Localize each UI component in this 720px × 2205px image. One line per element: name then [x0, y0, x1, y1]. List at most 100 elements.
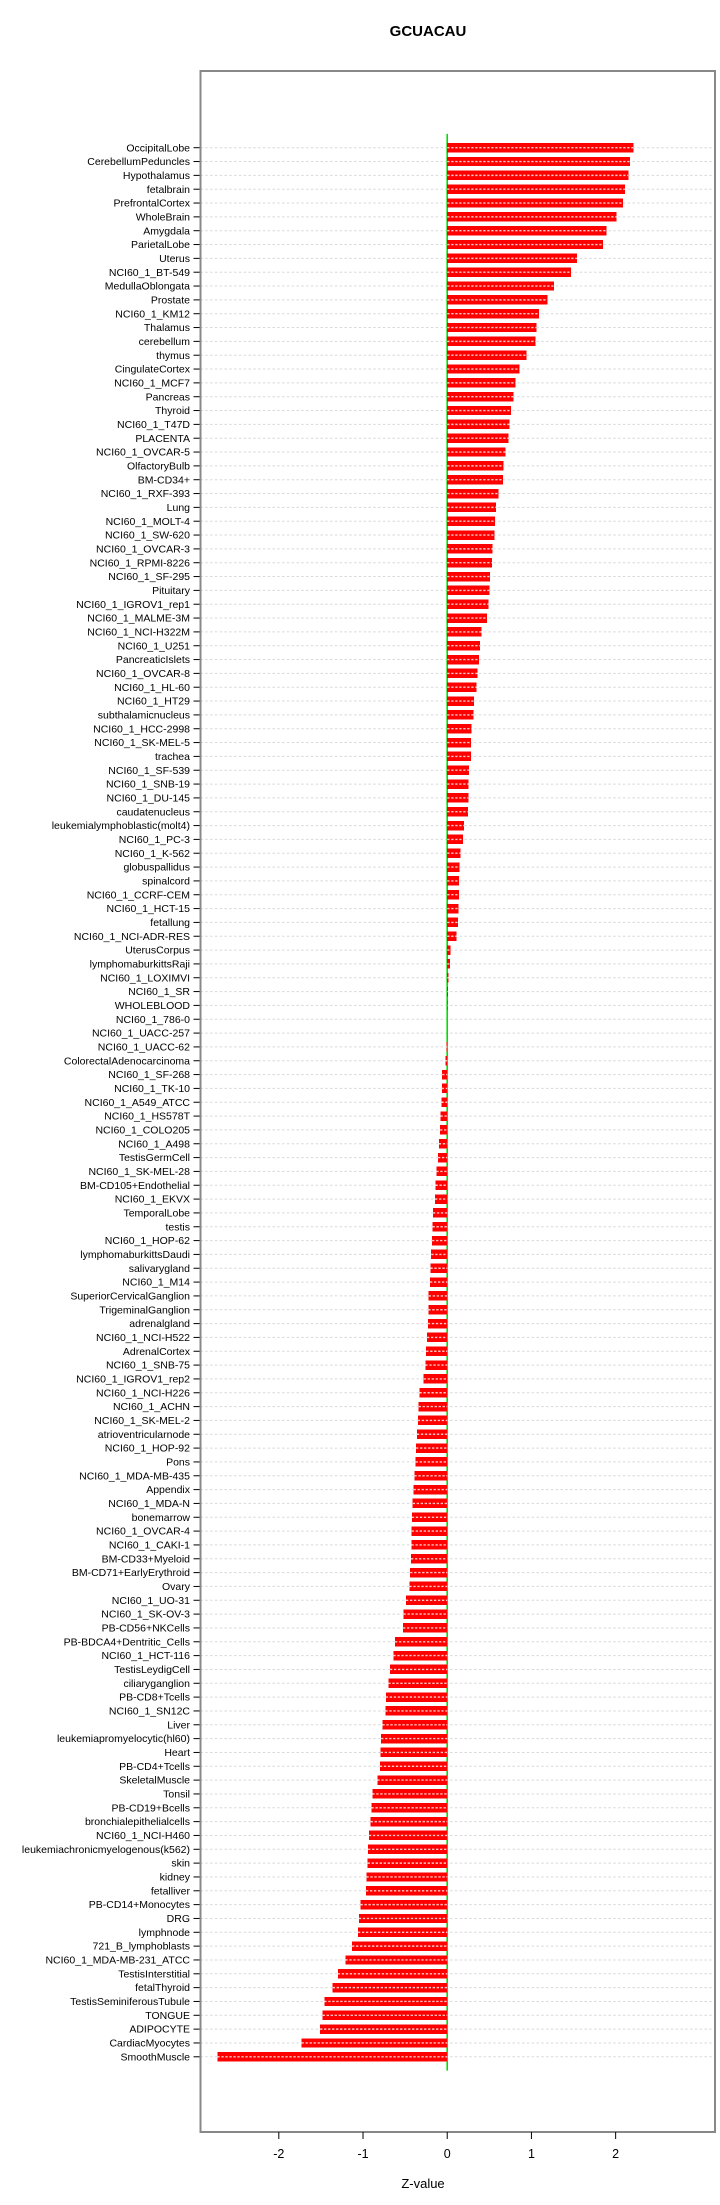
bar — [447, 558, 492, 568]
bar — [416, 1443, 448, 1453]
category-label: NCI60_1_MDA-MB-435 — [79, 1470, 190, 1482]
bar — [345, 1955, 448, 1965]
category-label: leukemiapromyelocytic(hl60) — [57, 1733, 190, 1745]
bar — [417, 1415, 448, 1426]
category-label: BM-CD105+Endothelial — [80, 1180, 190, 1192]
category-label: NCI60_1_LOXIMVI — [100, 972, 190, 984]
category-label: NCI60_1_SF-539 — [108, 765, 190, 777]
bar — [415, 1457, 448, 1467]
category-label: OccipitalLobe — [126, 142, 190, 154]
category-label: TestisGermCell — [119, 1152, 190, 1164]
category-label: PB-CD19+Bcells — [112, 1802, 191, 1814]
category-label: NCI60_1_U251 — [118, 640, 191, 652]
x-tick-label: -2 — [273, 2147, 284, 2161]
bar — [447, 226, 607, 236]
category-label: NCI60_1_MCF7 — [114, 377, 190, 389]
category-label: NCI60_1_A498 — [118, 1138, 190, 1150]
category-label: NCI60_1_T47D — [117, 419, 190, 431]
category-label: NCI60_1_MDA-N — [108, 1498, 190, 1510]
category-label: NCI60_1_M14 — [122, 1277, 190, 1289]
category-label: spinalcord — [142, 876, 190, 888]
category-label: NCI60_1_HOP-92 — [105, 1443, 190, 1455]
category-label: NCI60_1_KM12 — [115, 308, 190, 320]
category-label: bronchialepithelialcells — [85, 1816, 190, 1828]
bar — [360, 1899, 448, 1910]
category-label: NCI60_1_PC-3 — [119, 834, 190, 846]
x-tick-label: -1 — [357, 2147, 368, 2161]
category-label: Thyroid — [155, 405, 190, 417]
bar — [447, 834, 464, 845]
category-label: fetalbrain — [147, 184, 190, 196]
bar — [416, 1429, 448, 1439]
bar — [431, 1249, 448, 1260]
category-label: TrigeminalGanglion — [99, 1304, 190, 1316]
category-label: ColorectalAdenocarcinoma — [64, 1055, 190, 1067]
bar — [352, 1941, 448, 1951]
category-label: PB-BDCA4+Dentritic_Cells — [64, 1636, 190, 1648]
category-label: fetalThyroid — [135, 1982, 190, 1994]
category-label: NCI60_1_HCC-2998 — [93, 723, 190, 735]
bar — [447, 405, 512, 416]
category-label: Amygdala — [143, 225, 190, 237]
bar — [409, 1581, 448, 1592]
category-label: NCI60_1_TK-10 — [114, 1083, 190, 1095]
category-label: NCI60_1_UACC-257 — [92, 1028, 190, 1040]
category-label: NCI60_1_MDA-MB-231_ATCC — [45, 1955, 190, 1967]
category-label: NCI60_1_COLO205 — [95, 1125, 190, 1137]
bar — [410, 1567, 448, 1578]
category-label: SmoothMuscle — [121, 2051, 191, 2063]
category-label: NCI60_1_OVCAR-3 — [96, 543, 190, 555]
category-label: NCI60_1_SK-OV-3 — [101, 1609, 190, 1621]
category-label: TONGUE — [145, 2010, 190, 2022]
category-label: Appendix — [146, 1484, 191, 1496]
category-label: PB-CD14+Monocytes — [89, 1899, 190, 1911]
category-label: NCI60_1_SF-268 — [108, 1069, 190, 1081]
category-label: NCI60_1_NCI-ADR-RES — [74, 931, 190, 943]
category-label: NCI60_1_SR — [128, 986, 190, 998]
category-label: subthalamicnucleus — [98, 709, 190, 721]
x-axis-label: Z-value — [401, 2176, 445, 2191]
bar — [447, 613, 487, 623]
category-label: caudatenucleus — [116, 806, 190, 818]
bar — [447, 475, 503, 485]
category-label: PB-CD4+Tcells — [119, 1761, 190, 1773]
bar — [447, 765, 470, 775]
bar — [432, 1222, 448, 1232]
category-label: BM-CD71+EarlyErythroid — [72, 1567, 190, 1579]
category-label: Prostate — [151, 294, 190, 306]
category-label: NCI60_1_HOP-62 — [105, 1235, 190, 1247]
bar — [426, 1346, 448, 1356]
category-label: Ovary — [162, 1581, 191, 1593]
category-label: CerebellumPeduncles — [87, 156, 190, 168]
category-label: ADIPOCYTE — [129, 2024, 190, 2036]
bar — [447, 654, 480, 665]
bar — [432, 1208, 448, 1218]
category-label: Uterus — [159, 253, 190, 265]
category-label: globuspallidus — [123, 862, 190, 874]
category-label: Pituitary — [152, 585, 191, 597]
bar — [447, 433, 509, 443]
category-label: NCI60_1_HT29 — [117, 696, 190, 708]
category-label: NCI60_1_786-0 — [116, 1014, 190, 1026]
category-label: NCI60_1_RPMI-8226 — [90, 557, 191, 569]
category-label: thymus — [156, 350, 190, 362]
category-label: Pancreas — [146, 391, 190, 403]
category-label: trachea — [155, 751, 190, 763]
category-label: NCI60_1_SNB-75 — [106, 1360, 190, 1372]
bar — [447, 170, 629, 181]
category-label: NCI60_1_HL-60 — [114, 682, 190, 694]
category-label: NCI60_1_SK-MEL-2 — [94, 1415, 190, 1427]
category-label: BM-CD34+ — [138, 474, 190, 486]
category-label: AdrenalCortex — [123, 1346, 191, 1358]
category-label: NCI60_1_BT-549 — [109, 267, 190, 279]
category-label: atrioventricularnode — [98, 1429, 190, 1441]
category-label: NCI60_1_CCRF-CEM — [87, 889, 190, 901]
category-label: Tonsil — [163, 1789, 190, 1801]
category-label: NCI60_1_SK-MEL-5 — [94, 737, 190, 749]
bar — [447, 530, 495, 540]
bar — [377, 1775, 448, 1785]
category-label: NCI60_1_OVCAR-5 — [96, 447, 190, 459]
category-label: NCI60_1_SN12C — [109, 1706, 191, 1718]
